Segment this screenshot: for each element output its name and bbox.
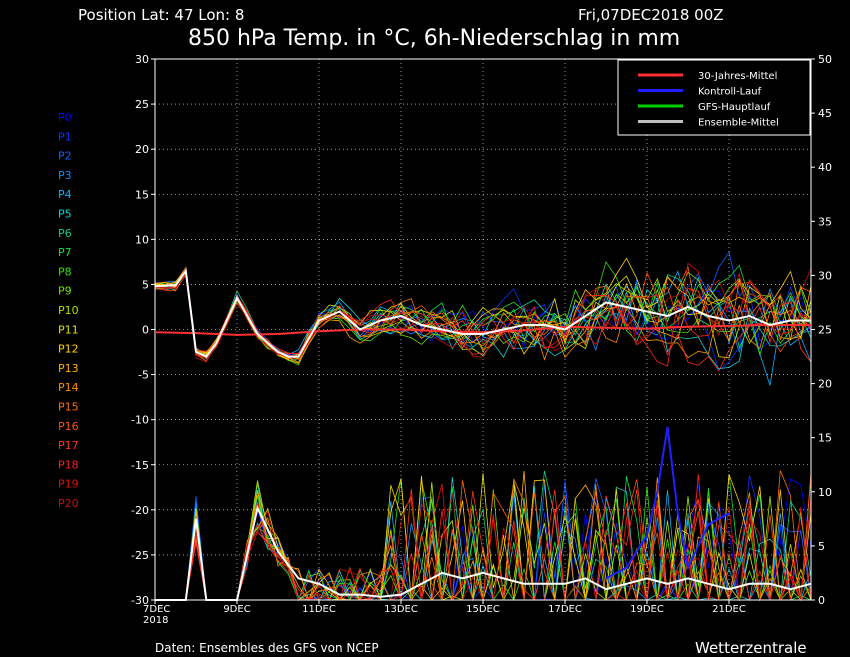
x-tick-label: 17DEC: [548, 604, 582, 615]
member-label: P11: [58, 323, 79, 336]
x-tick-label: 13DEC: [384, 604, 418, 615]
x-tick-label: 2018: [143, 615, 168, 626]
temp-line-30-jahres-mittel: [154, 324, 811, 336]
right-tick-label: 5: [818, 540, 825, 553]
member-temp-line: [154, 274, 812, 367]
x-tick-label: 15DEC: [466, 604, 500, 615]
member-label: P16: [58, 420, 79, 433]
legend-label: Kontroll-Lauf: [698, 87, 762, 98]
member-label: P17: [58, 439, 79, 452]
left-tick-label: -5: [138, 369, 149, 382]
member-temp-line: [154, 269, 812, 371]
right-tick-label: 25: [818, 324, 832, 337]
precip-line-ensemble-mittel: [155, 504, 812, 601]
left-tick-label: 5: [142, 278, 149, 291]
member-label: P18: [58, 458, 79, 471]
member-label: P8: [58, 265, 72, 278]
x-axis: 7DEC2018 9DEC 11DEC 13DEC 15DEC 17DEC 19DEC 21D…: [143, 600, 746, 626]
data-source-note: Daten: Ensembles des GFS von NCEP: [155, 641, 379, 655]
legend-label: Ensemble-Mittel: [698, 118, 779, 129]
member-label: P3: [58, 169, 72, 182]
left-tick-label: 20: [135, 143, 149, 156]
member-label: P5: [58, 208, 72, 221]
left-tick-label: -30: [131, 594, 149, 607]
right-tick-label: 45: [818, 107, 832, 120]
x-tick-label: 11DEC: [302, 604, 336, 615]
member-temp-line: [154, 262, 812, 361]
run-date: Fri,07DEC2018 00Z: [578, 6, 724, 24]
left-axis: 30 25 20 15 10 5 0 -5 -10 -15 -20 -25 -30: [131, 53, 155, 607]
chart-title: 850 hPa Temp. in °C, 6h-Niederschlag in …: [188, 26, 680, 51]
legend-label: 30-Jahres-Mittel: [698, 71, 777, 82]
member-label: P9: [58, 285, 72, 298]
left-tick-label: 25: [135, 98, 149, 111]
right-tick-label: 50: [818, 53, 832, 66]
temp-line-ensemble-mittel: [154, 268, 811, 358]
right-tick-label: 40: [818, 161, 832, 174]
right-tick-label: 0: [818, 594, 825, 607]
gridlines: [155, 59, 811, 600]
left-tick-label: 0: [142, 324, 149, 337]
brand-label: Wetterzentrale: [695, 639, 807, 657]
legend-label: GFS-Hauptlauf: [698, 102, 771, 113]
left-tick-label: -20: [131, 504, 149, 517]
member-label: P19: [58, 478, 79, 491]
member-label: P2: [58, 150, 72, 163]
x-tick-label: 21DEC: [712, 604, 746, 615]
member-label: P4: [58, 188, 72, 201]
member-label: P7: [58, 246, 72, 259]
position-label: Position Lat: 47 Lon: 8: [78, 6, 244, 24]
precip-line-kontroll-lauf: [605, 426, 730, 580]
mean-lines: [154, 268, 812, 601]
member-label: P0: [58, 111, 72, 124]
member-label: P1: [58, 130, 72, 143]
member-label: P15: [58, 401, 79, 414]
member-precip-line: [155, 488, 811, 602]
member-label-list: P0 P1 P2 P3 P4 P5 P6 P7 P8 P9 P10 P11 P12 P13 P14 P15 P1…: [58, 111, 79, 510]
left-tick-label: 30: [135, 53, 149, 66]
right-tick-label: 10: [818, 486, 832, 499]
x-tick-label: 9DEC: [223, 604, 250, 615]
left-tick-label: -25: [131, 549, 149, 562]
x-tick-label: 7DEC: [143, 604, 170, 615]
x-tick-label: 19DEC: [630, 604, 664, 615]
member-label: P13: [58, 362, 79, 375]
member-label: P6: [58, 227, 72, 240]
right-tick-label: 15: [818, 432, 832, 445]
member-label: P20: [58, 497, 79, 510]
member-label: P12: [58, 343, 79, 356]
right-tick-label: 30: [818, 269, 832, 282]
legend: 30-Jahres-Mittel Kontroll-Lauf GFS-Hauptla…: [617, 59, 811, 136]
legend-items: 30-Jahres-Mittel Kontroll-Lauf GFS-Hauptla…: [638, 71, 779, 129]
member-label: P10: [58, 304, 79, 317]
right-tick-label: 20: [818, 378, 832, 391]
left-tick-label: 10: [135, 233, 149, 246]
right-tick-label: 35: [818, 215, 832, 228]
left-tick-label: -15: [131, 459, 149, 472]
member-temp-line: [154, 267, 812, 363]
member-label: P14: [58, 381, 79, 394]
left-tick-label: -10: [131, 414, 149, 427]
left-tick-label: 15: [135, 188, 149, 201]
